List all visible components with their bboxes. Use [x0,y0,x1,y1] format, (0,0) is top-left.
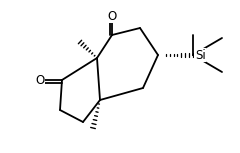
Text: O: O [35,73,45,86]
Text: O: O [107,9,117,22]
Text: Si: Si [195,49,206,62]
